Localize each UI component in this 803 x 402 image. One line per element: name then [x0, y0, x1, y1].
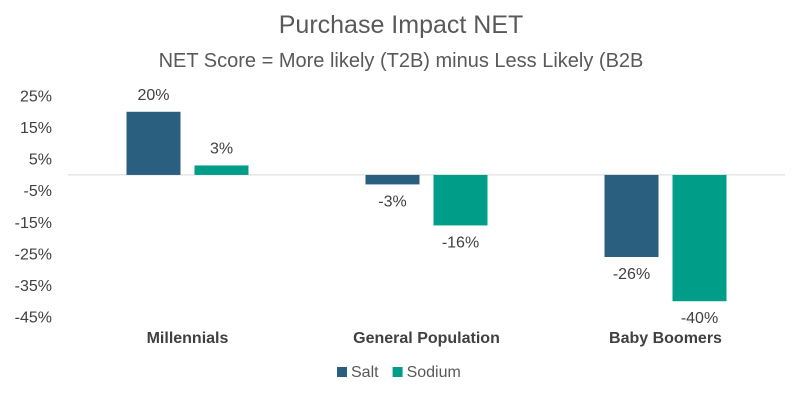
legend-swatch-sodium [392, 367, 403, 377]
y-tick-label: -15% [15, 215, 52, 232]
legend: Salt Sodium [337, 364, 461, 381]
data-label: -26% [613, 266, 650, 283]
category-label: Millennials [147, 330, 229, 347]
y-tick-label: 25% [20, 89, 52, 106]
y-tick-label: -35% [15, 278, 52, 295]
bar-sodium-baby-boomers [672, 174, 727, 302]
chart-subtitle: NET Score = More likely (T2B) minus Less… [159, 50, 644, 72]
category-label: General Population [353, 330, 500, 347]
category-axis: Millennials General Population Baby Boomer… [147, 330, 722, 347]
y-tick-label: 5% [29, 152, 52, 169]
chart-title: Purchase Impact NET [279, 11, 524, 39]
bar-salt-general-population [365, 174, 420, 185]
y-tick-label: 15% [20, 120, 52, 137]
y-axis: 25% 15% 5% -5% -15% -25% -35% -45% [15, 89, 52, 327]
bar-salt-millennials [126, 111, 181, 175]
legend-swatch-salt [337, 367, 347, 377]
bars-group: 20% 3% -3% -16% -26% -40% [126, 87, 727, 327]
y-tick-label: -45% [15, 310, 52, 327]
data-label: -40% [681, 310, 718, 327]
data-label: -16% [442, 234, 479, 251]
bar-salt-baby-boomers [604, 174, 659, 258]
data-label: -3% [378, 193, 406, 210]
data-label: 20% [137, 87, 169, 104]
bar-sodium-general-population [433, 174, 488, 226]
data-label: 3% [210, 140, 233, 157]
category-label: Baby Boomers [609, 330, 722, 347]
bar-sodium-millennials [194, 165, 249, 175]
legend-label-sodium: Sodium [407, 364, 461, 381]
y-tick-label: -5% [24, 183, 52, 200]
legend-label-salt: Salt [351, 364, 379, 381]
y-tick-label: -25% [15, 246, 52, 263]
